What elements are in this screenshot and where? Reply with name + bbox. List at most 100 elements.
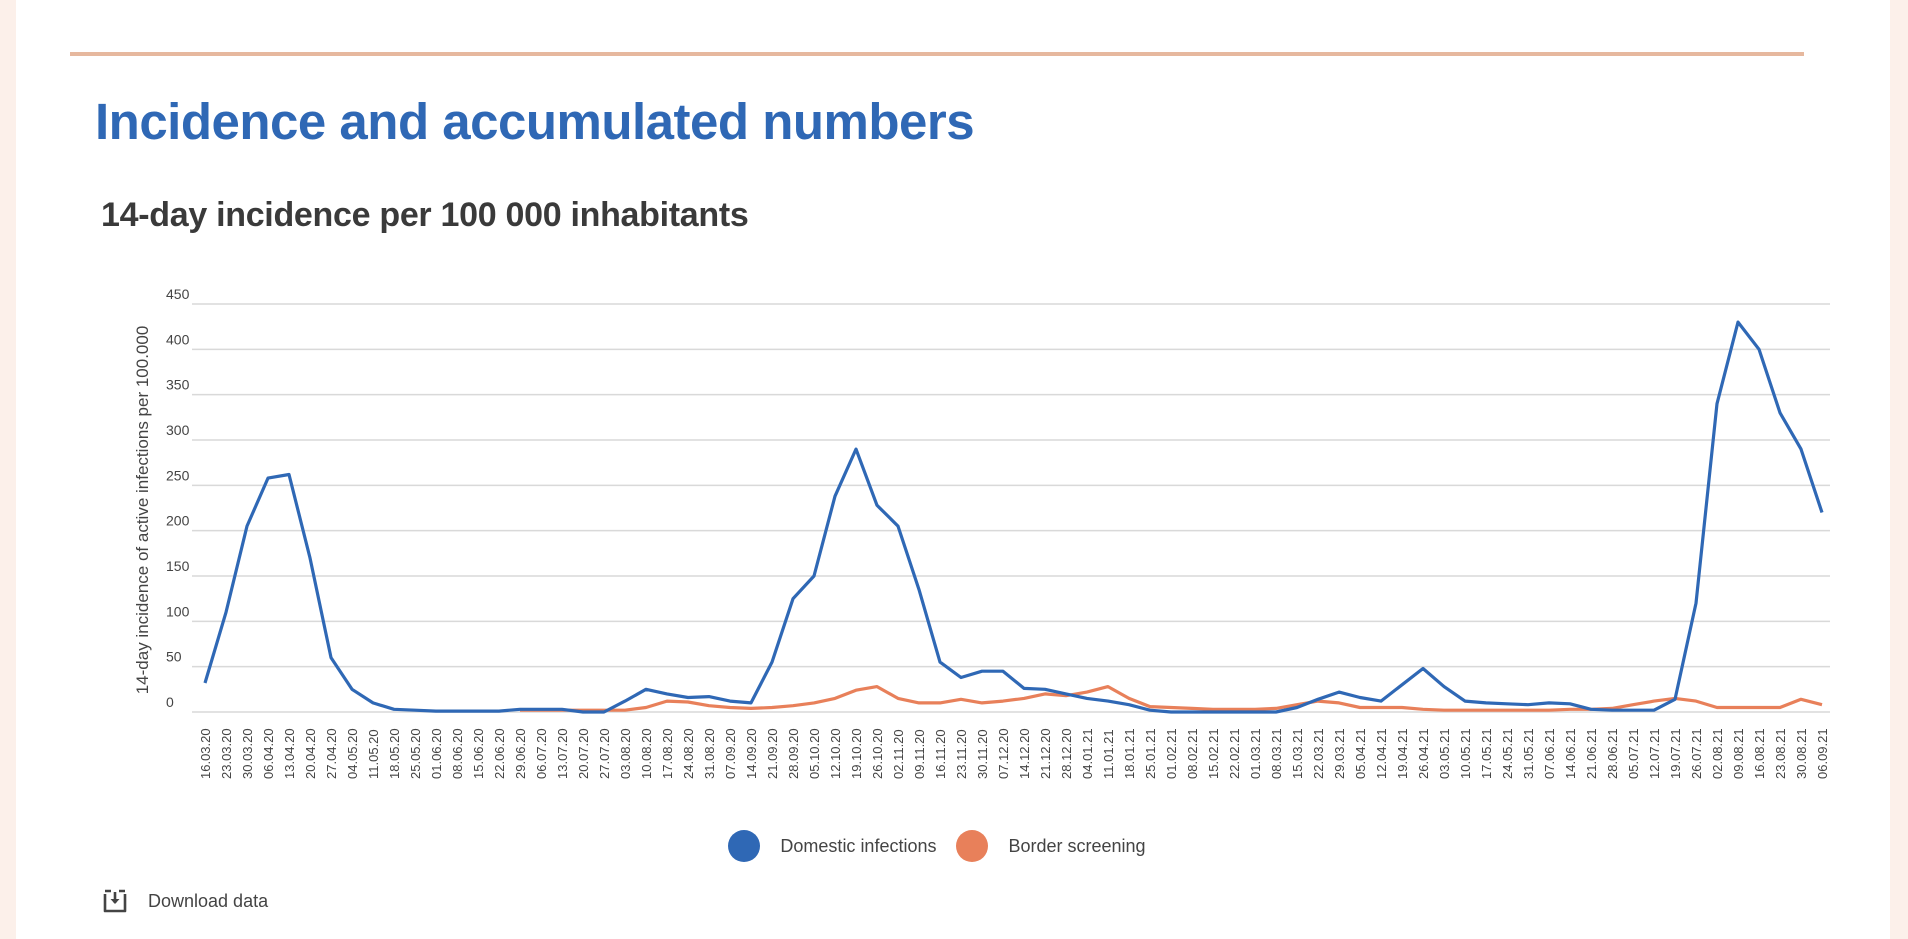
- x-tick-label: 19.10.20: [849, 728, 864, 779]
- x-tick-label: 08.06.20: [450, 728, 465, 779]
- x-tick-label: 19.07.21: [1668, 728, 1683, 779]
- circle-icon: [956, 830, 989, 862]
- x-tick-label: 16.11.20: [933, 729, 948, 779]
- x-tick-label: 12.10.20: [828, 728, 843, 779]
- x-tick-label: 12.07.21: [1647, 728, 1662, 779]
- x-axis-ticks: 16.03.20 23.03.20 30.03.20 06.04.20 13.04.20…: [198, 728, 1830, 779]
- legend-item-border[interactable]: Border screening: [956, 830, 1146, 862]
- incidence-line-chart: 0 50 100 150 200 250 300 350 400 450 16.03.20 23.0…: [133, 286, 1830, 779]
- circle-icon: [728, 830, 761, 862]
- chart-title: 14-day incidence per 100 000 inhabitants: [101, 196, 749, 234]
- x-tick-label: 02.11.20: [891, 729, 906, 779]
- gridlines: [192, 303, 1830, 713]
- x-tick-label: 07.09.20: [723, 728, 738, 779]
- x-tick-label: 02.08.21: [1710, 728, 1725, 779]
- x-tick-label: 07.06.21: [1542, 728, 1557, 779]
- x-tick-label: 09.11.20: [912, 729, 927, 779]
- x-tick-label: 03.08.20: [618, 728, 633, 779]
- x-tick-label: 01.06.20: [429, 728, 444, 779]
- x-tick-label: 24.05.21: [1500, 728, 1515, 779]
- x-tick-label: 18.01.21: [1122, 728, 1137, 779]
- x-tick-label: 30.11.20: [975, 729, 990, 779]
- x-tick-label: 22.03.21: [1311, 728, 1326, 779]
- x-tick-label: 21.12.20: [1038, 728, 1053, 779]
- x-tick-label: 26.04.21: [1416, 728, 1431, 779]
- x-tick-label: 24.08.20: [681, 728, 696, 779]
- x-tick-label: 05.10.20: [807, 728, 822, 779]
- x-tick-label: 20.04.20: [303, 728, 318, 779]
- x-tick-label: 19.04.21: [1395, 728, 1410, 779]
- x-tick-label: 18.05.20: [387, 728, 402, 779]
- x-tick-label: 22.06.20: [492, 728, 507, 779]
- x-tick-label: 21.09.20: [765, 728, 780, 779]
- section-divider: [70, 52, 1804, 56]
- y-tick-label: 200: [166, 513, 190, 529]
- x-tick-label: 23.11.20: [954, 729, 969, 779]
- x-tick-label: 30.03.20: [240, 728, 255, 779]
- x-tick-label: 01.03.21: [1248, 728, 1263, 779]
- x-tick-label: 04.01.21: [1080, 728, 1095, 779]
- legend-item-domestic[interactable]: Domestic infections: [728, 830, 936, 862]
- x-tick-label: 14.09.20: [744, 728, 759, 779]
- x-tick-label: 04.05.20: [345, 728, 360, 779]
- x-tick-label: 08.02.21: [1185, 728, 1200, 779]
- page-title: Incidence and accumulated numbers: [95, 93, 975, 150]
- y-axis-label: 14-day incidence of active infections pe…: [133, 326, 152, 695]
- x-tick-label: 23.03.20: [219, 728, 234, 779]
- x-tick-label: 09.08.21: [1731, 728, 1746, 779]
- x-tick-label: 29.03.21: [1332, 728, 1347, 779]
- x-tick-label: 31.08.20: [702, 728, 717, 779]
- x-tick-label: 17.08.20: [660, 728, 675, 779]
- x-tick-label: 16.08.21: [1752, 728, 1767, 779]
- x-tick-label: 21.06.21: [1584, 728, 1599, 779]
- x-tick-label: 29.06.20: [513, 728, 528, 779]
- download-data-button[interactable]: Download data: [102, 888, 268, 914]
- x-tick-label: 05.04.21: [1353, 728, 1368, 779]
- download-icon: [103, 889, 127, 913]
- x-tick-label: 30.08.21: [1794, 728, 1809, 779]
- x-tick-label: 06.07.20: [534, 728, 549, 779]
- x-tick-label: 11.01.21: [1101, 729, 1116, 779]
- series-lines: [203, 320, 1824, 714]
- x-tick-label: 26.10.20: [870, 728, 885, 779]
- x-tick-label: 03.05.21: [1437, 728, 1452, 779]
- x-tick-label: 05.07.21: [1626, 728, 1641, 779]
- x-tick-label: 23.08.21: [1773, 728, 1788, 779]
- y-tick-label: 400: [166, 331, 190, 347]
- x-tick-label: 15.06.20: [471, 728, 486, 779]
- y-tick-label: 250: [166, 467, 190, 483]
- y-tick-label: 50: [166, 649, 182, 665]
- x-tick-label: 06.09.21: [1815, 728, 1830, 779]
- x-tick-label: 14.12.20: [1017, 728, 1032, 779]
- x-tick-label: 16.03.20: [198, 728, 213, 779]
- y-axis-ticks: 0 50 100 150 200 250 300 350 400 450: [166, 286, 190, 710]
- x-tick-label: 31.05.21: [1521, 728, 1536, 779]
- x-tick-label: 07.12.20: [996, 728, 1011, 779]
- x-tick-label: 27.04.20: [324, 728, 339, 779]
- legend-label: Domestic infections: [780, 835, 937, 856]
- x-tick-label: 12.04.21: [1374, 728, 1389, 779]
- x-tick-label: 28.09.20: [786, 728, 801, 779]
- x-tick-label: 10.08.20: [639, 728, 654, 779]
- y-tick-label: 150: [166, 558, 190, 574]
- x-tick-label: 26.07.21: [1689, 728, 1704, 779]
- x-tick-label: 15.03.21: [1290, 728, 1305, 779]
- page: Incidence and accumulated numbers 14-day…: [16, 0, 1890, 939]
- x-tick-label: 20.07.20: [576, 728, 591, 779]
- x-tick-label: 13.07.20: [555, 728, 570, 779]
- legend-label: Border screening: [1008, 835, 1146, 856]
- chart-legend: Domestic infections Border screening: [0, 830, 1874, 862]
- series-line-domestic-infections[interactable]: [203, 320, 1824, 714]
- x-tick-label: 28.06.21: [1605, 728, 1620, 779]
- x-tick-label: 01.02.21: [1164, 728, 1179, 779]
- x-tick-label: 08.03.21: [1269, 728, 1284, 779]
- x-tick-label: 25.01.21: [1143, 728, 1158, 779]
- y-tick-label: 0: [166, 694, 174, 710]
- y-tick-label: 300: [166, 422, 190, 438]
- x-tick-label: 27.07.20: [597, 728, 612, 779]
- x-tick-label: 28.12.20: [1059, 728, 1074, 779]
- y-tick-label: 450: [166, 286, 190, 302]
- x-tick-label: 15.02.21: [1206, 728, 1221, 779]
- x-tick-label: 22.02.21: [1227, 728, 1242, 779]
- x-tick-label: 06.04.20: [261, 728, 276, 779]
